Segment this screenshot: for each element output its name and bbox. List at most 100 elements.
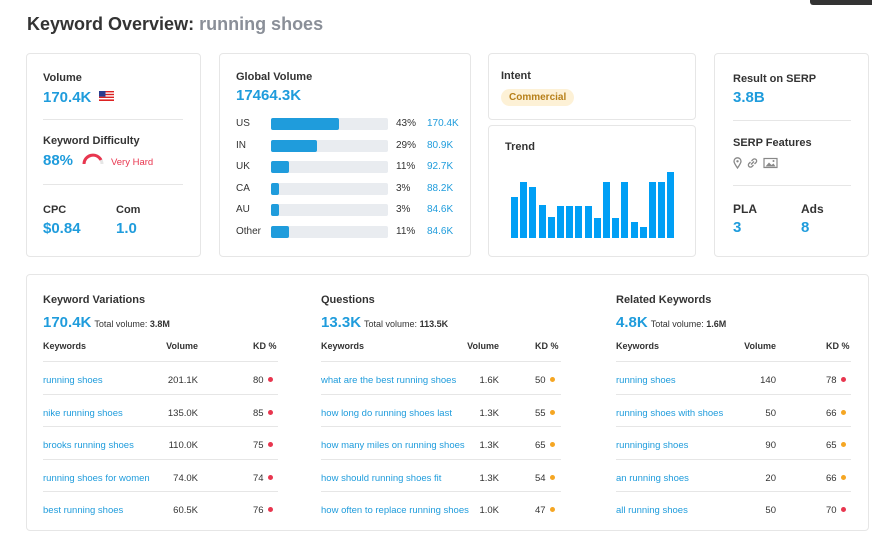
pla-value: 3 [733, 219, 742, 236]
keyword-volume: 90 [765, 440, 776, 451]
trend-bar [547, 216, 555, 238]
table-title: Related Keywords [616, 294, 712, 306]
table-row: runninging shoes 90 65 [616, 426, 851, 458]
global-volume-row: AU 3% 84.6K [236, 203, 476, 217]
keyword-kd: 50 [535, 375, 555, 386]
col-volume[interactable]: Volume [166, 341, 198, 351]
col-volume[interactable]: Volume [744, 341, 776, 351]
table-row: how often to replace running shoes 1.0K 47 [321, 491, 561, 523]
volume-label: Volume [43, 72, 82, 84]
serp-card: Result on SERP 3.8B SERP Features PLA 3 … [714, 53, 869, 257]
keyword-link[interactable]: runninging shoes [616, 440, 689, 451]
country-code: Other [236, 226, 262, 237]
keyword-link[interactable]: running shoes with shoes [616, 407, 724, 419]
table-total: 13.3K Total volume: 113.5K [321, 314, 448, 332]
trend-bar [584, 206, 592, 238]
trend-bar [630, 221, 638, 238]
kd-level: Very Hard [110, 157, 154, 168]
global-volume-value: 17464.3K [236, 87, 302, 104]
col-volume[interactable]: Volume [467, 341, 499, 351]
keyword-kd: 74 [253, 473, 273, 484]
kd-dot-icon [267, 507, 273, 512]
keyword-link[interactable]: brooks running shoes [43, 440, 134, 451]
keyword-link[interactable]: how long do running shoes last [321, 407, 452, 419]
country-share-fill [271, 161, 289, 174]
kd-value: 65 [535, 440, 546, 451]
keyword-link[interactable]: running shoes [616, 375, 676, 386]
table-title: Questions [321, 294, 375, 306]
keyword-kd: 55 [535, 408, 555, 419]
keyword-kd: 65 [535, 440, 555, 451]
keyword-kd: 78 [826, 375, 846, 386]
top-right-bar [810, 0, 872, 5]
country-volume-link[interactable]: 88.2K [427, 182, 454, 194]
table-count[interactable]: 170.4K [43, 314, 92, 331]
keyword-link[interactable]: running shoes for women [43, 472, 150, 484]
trend-bar [575, 206, 583, 238]
keyword-link[interactable]: how should running shoes fit [321, 472, 442, 484]
keyword-volume: 110.0K [168, 440, 198, 451]
keyword-link[interactable]: nike running shoes [43, 407, 123, 419]
total-volume-label: Total volume: [364, 319, 418, 329]
country-share-bar [271, 182, 388, 195]
country-percent: 11% [396, 161, 416, 173]
global-volume-card: Global Volume 17464.3K US 43% 170.4K IN 29% 8… [219, 53, 471, 257]
kd-label: Keyword Difficulty [43, 135, 140, 147]
global-volume-row: UK 11% 92.7K [236, 160, 476, 174]
trend-bar [538, 205, 546, 238]
keyword-link[interactable]: how many miles on running shoes [321, 440, 465, 451]
keyword-tables-card: Keyword Variations 170.4K Total volume: 3.… [26, 274, 869, 531]
kd-value: 80 [253, 375, 264, 386]
keyword-kd: 65 [826, 440, 846, 451]
table-count[interactable]: 13.3K [321, 314, 362, 331]
country-volume-link[interactable]: 80.9K [427, 139, 454, 151]
country-volume-link[interactable]: 92.7K [427, 161, 454, 173]
kd-dot-icon [267, 409, 273, 415]
country-volume-link[interactable]: 84.6K [427, 204, 454, 216]
kd-value: 66 [826, 472, 837, 484]
kd-value: 65 [826, 440, 837, 451]
keyword-kd: 75 [253, 440, 273, 451]
ads-label: Ads [801, 202, 824, 216]
country-share-fill [271, 226, 289, 238]
col-kd[interactable]: KD % [826, 341, 850, 351]
table-count[interactable]: 4.8K [616, 314, 648, 331]
com-value: 1.0 [116, 220, 137, 237]
trend-bar [566, 206, 574, 238]
keyword-volume: 1.3K [479, 472, 499, 484]
trend-bar [603, 181, 610, 238]
keyword-link[interactable]: running shoes [43, 375, 103, 386]
kd-value: 74 [253, 472, 264, 484]
table-total-volume: Total volume: 1.6M [651, 319, 727, 329]
keyword-link[interactable]: what are the best running shoes [321, 375, 457, 386]
keyword-link[interactable]: best running shoes [43, 505, 124, 516]
country-share-fill [271, 118, 340, 130]
keyword-kd: 66 [826, 473, 846, 484]
country-volume-link[interactable]: 170.4K [427, 118, 459, 129]
trend-bar [593, 218, 601, 238]
country-percent: 11% [396, 226, 416, 237]
total-volume-value: 1.6M [706, 319, 727, 329]
kd-value: 88% [43, 152, 74, 169]
keyword-link[interactable]: how often to replace running shoes [321, 505, 469, 516]
intent-badge: Commercial [501, 89, 575, 106]
country-volume-link[interactable]: 84.6K [427, 226, 454, 237]
col-kd[interactable]: KD % [253, 341, 277, 351]
kd-value: 50 [535, 375, 546, 386]
page-title: Keyword Overview: running shoes [27, 14, 323, 35]
keyword-volume: 60.5K [173, 505, 198, 516]
trend-bar [621, 181, 629, 238]
keyword-volume: 74.0K [173, 472, 198, 484]
country-share-bar [271, 204, 388, 217]
kd-gauge-icon [81, 152, 105, 171]
keyword-link[interactable]: an running shoes [616, 472, 689, 484]
col-keywords: Keywords [321, 341, 365, 351]
country-share-fill [271, 204, 279, 217]
keyword-volume: 135.0K [167, 407, 198, 419]
total-volume-label: Total volume: [94, 319, 148, 329]
trend-bar [511, 197, 518, 238]
page-title-label: Keyword Overview: [27, 14, 195, 34]
keyword-link[interactable]: all running shoes [616, 505, 688, 516]
kd-value: 76 [253, 505, 264, 516]
col-kd[interactable]: KD % [535, 341, 559, 351]
